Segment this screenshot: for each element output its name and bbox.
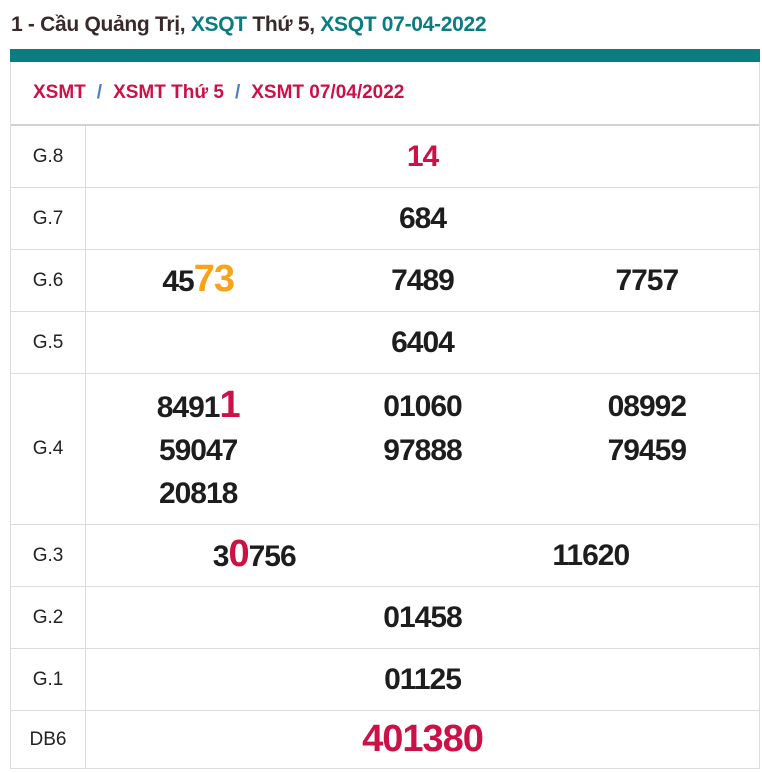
prize-value: 08992 — [607, 389, 687, 423]
prize-value: 01458 — [383, 601, 462, 634]
prize-value: 7757 — [615, 264, 679, 297]
prize-value: 684 — [398, 202, 447, 235]
table-row-g2: G.2 01458 — [11, 587, 759, 649]
prize-value: 97888 — [383, 433, 462, 467]
breadcrumb-link-xsmt-date[interactable]: XSMT 07/04/2022 — [251, 82, 405, 103]
prize-values-g6: 4573 7489 7757 — [86, 250, 759, 311]
breadcrumb: XSMT / XSMT Thứ 5 / XSMT 07/04/2022 — [11, 62, 759, 124]
prize-value-special: 401380 — [362, 717, 484, 760]
table-row-db6: DB6 401380 — [11, 711, 759, 769]
prize-values-g4: 84911 01060 08992 59047 97888 79459 2081… — [86, 374, 759, 524]
prize-value: 30756 — [86, 533, 423, 578]
prize-value: 6404 — [391, 326, 455, 359]
prize-values-g5: 6404 — [86, 312, 759, 373]
prize-value: 01060 — [383, 389, 462, 423]
prize-label-g5: G.5 — [11, 312, 86, 373]
table-row-g7: G.7 684 — [11, 188, 759, 250]
page-title: 1 - Cầu Quảng Trị, XSQT Thứ 5, XSQT 07-0… — [10, 0, 760, 49]
title-link-xsqt[interactable]: XSQT — [190, 13, 247, 36]
prize-values-g2: 01458 — [86, 587, 759, 648]
digits-highlight-orange: 73 — [193, 258, 235, 300]
prize-label-g6: G.6 — [11, 250, 86, 311]
prize-value: 14 — [406, 140, 439, 173]
prize-value: 11620 — [552, 539, 630, 572]
prize-value: 84911 — [86, 384, 310, 429]
prize-values-g1: 01125 — [86, 649, 759, 710]
breadcrumb-link-xsmt-thu5[interactable]: XSMT Thứ 5 — [113, 82, 224, 103]
digits-plain: 756 — [248, 540, 297, 573]
table-row-g1: G.1 01125 — [11, 649, 759, 711]
breadcrumb-link-xsmt[interactable]: XSMT — [33, 82, 86, 103]
results-table: G.8 14 G.7 684 G.6 4573 7489 7757 — [11, 124, 759, 769]
title-text-day: Thứ 5, — [246, 13, 321, 36]
prize-label-g1: G.1 — [11, 649, 86, 710]
prize-value: 20818 — [158, 476, 238, 510]
prize-label-g8: G.8 — [11, 126, 86, 187]
prize-label-g2: G.2 — [11, 587, 86, 648]
prize-value: 4573 — [86, 258, 310, 303]
prize-label-g3: G.3 — [11, 525, 86, 586]
prize-values-g3: 30756 11620 — [86, 525, 759, 586]
table-row-g6: G.6 4573 7489 7757 — [11, 250, 759, 312]
prize-values-g8: 14 — [86, 126, 759, 187]
digits-highlight-red: 1 — [219, 383, 240, 426]
prize-label-g4: G.4 — [11, 374, 86, 524]
breadcrumb-separator: / — [234, 82, 241, 103]
table-row-g5: G.5 6404 — [11, 312, 759, 374]
breadcrumb-separator: / — [96, 82, 103, 103]
prize-values-db6: 401380 — [86, 711, 759, 768]
prize-label-g7: G.7 — [11, 188, 86, 249]
results-panel: XSMT / XSMT Thứ 5 / XSMT 07/04/2022 G.8 … — [10, 62, 760, 769]
teal-accent-bar — [10, 49, 760, 62]
prize-value: 7489 — [391, 264, 455, 297]
prize-label-db6: DB6 — [11, 711, 86, 768]
table-row-g4: G.4 84911 01060 08992 59047 97888 79459 … — [11, 374, 759, 525]
prize-values-g7: 684 — [86, 188, 759, 249]
prize-value: 79459 — [607, 433, 687, 467]
table-row-g8: G.8 14 — [11, 126, 759, 188]
digits-plain: 3 — [212, 540, 230, 573]
lottery-results-page: 1 - Cầu Quảng Trị, XSQT Thứ 5, XSQT 07-0… — [10, 0, 760, 769]
title-text-plain: 1 - Cầu Quảng Trị, — [11, 13, 191, 36]
prize-value: 01125 — [384, 663, 462, 696]
table-row-g3: G.3 30756 11620 — [11, 525, 759, 587]
digits-plain: 8491 — [156, 390, 221, 424]
digits-plain: 45 — [162, 265, 194, 298]
digits-highlight-red: 0 — [228, 533, 249, 575]
prize-value: 59047 — [158, 433, 238, 467]
title-link-xsqt-date[interactable]: XSQT 07-04-2022 — [320, 13, 487, 36]
